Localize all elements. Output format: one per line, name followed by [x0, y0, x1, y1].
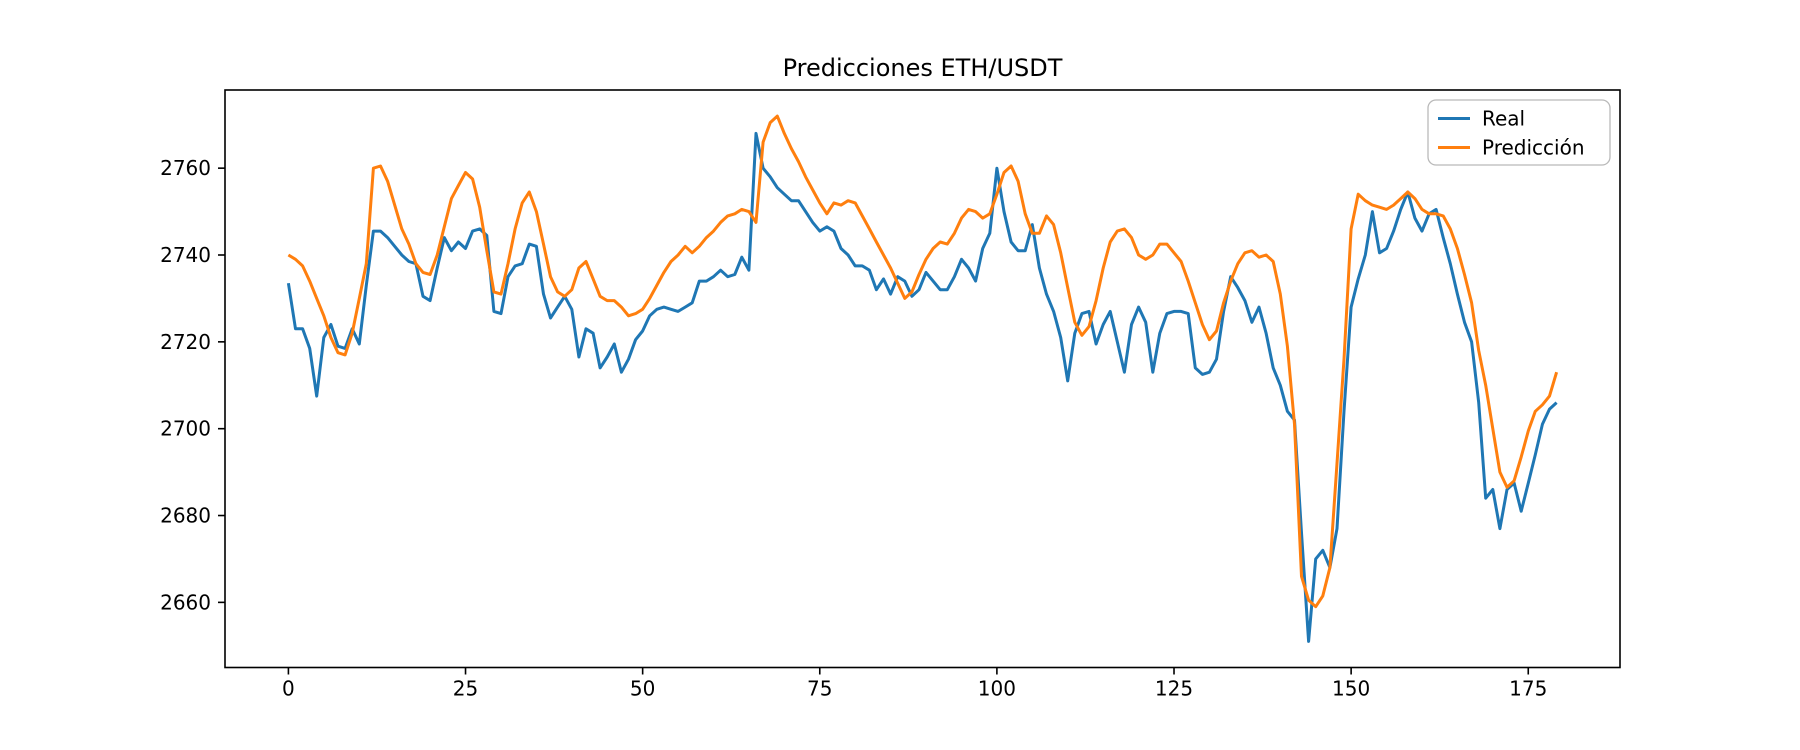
x-tick-label: 100 [978, 677, 1016, 701]
y-axis: 2660 2680 2700 2720 2740 2760 [160, 156, 225, 614]
y-tick-label: 2660 [160, 590, 211, 614]
y-tick-label: 2740 [160, 243, 211, 267]
x-tick-label: 75 [807, 677, 832, 701]
axes-spines [224, 89, 1621, 669]
plot-area [225, 90, 1620, 668]
y-tick-label: 2760 [160, 156, 211, 180]
line-prediccion [287, 114, 1559, 609]
y-tick-label: 2680 [160, 504, 211, 528]
line-real [286, 131, 1558, 643]
y-tick-label: 2700 [160, 417, 211, 441]
x-tick-label: 125 [1155, 677, 1193, 701]
x-tick-label: 50 [630, 677, 655, 701]
x-tick-label: 175 [1509, 677, 1547, 701]
legend-label-prediccion: Predicción [1482, 136, 1585, 160]
y-tick-label: 2720 [160, 330, 211, 354]
chart-title: Predicciones ETH/USDT [783, 54, 1063, 82]
legend-box [1427, 99, 1611, 166]
legend: Real Predicción [1427, 99, 1611, 166]
x-tick-label: 25 [453, 677, 478, 701]
x-axis: 0 25 50 75 100 125 150 175 [282, 667, 1547, 701]
x-tick-label: 150 [1332, 677, 1370, 701]
x-tick-label: 0 [282, 677, 295, 701]
legend-label-real: Real [1482, 107, 1525, 131]
